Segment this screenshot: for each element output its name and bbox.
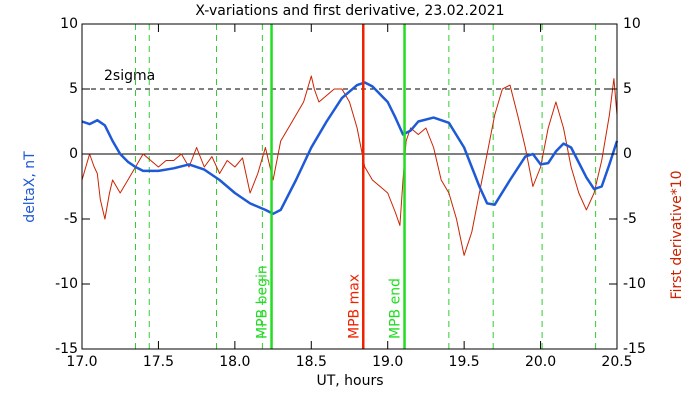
x-tick-label: 20.5	[601, 354, 632, 370]
x-tick-label: 19.5	[449, 354, 480, 370]
y-tick-label: -10	[55, 276, 78, 292]
marker-label: MPB max	[346, 274, 362, 339]
y-tick-label: -5	[64, 211, 78, 227]
x-tick-label: 18.0	[219, 354, 250, 370]
y-tick-label: 10	[60, 16, 78, 32]
y2-tick-label: -10	[623, 276, 646, 292]
y2-tick-label: 0	[623, 146, 632, 162]
y-tick-label: 0	[69, 146, 78, 162]
y2-tick-label: -5	[623, 211, 637, 227]
x-tick-label: 20.0	[525, 354, 556, 370]
x-axis-label: UT, hours	[316, 373, 383, 389]
marker-label: MPB begin	[255, 265, 271, 339]
data-line	[81, 81, 619, 216]
x-tick-label: 17.0	[66, 354, 97, 370]
y-tick-label: 5	[69, 81, 78, 97]
x-tick-label: 19.0	[372, 354, 403, 370]
plot-frame	[81, 23, 618, 350]
x-tick-label: 18.5	[296, 354, 327, 370]
marker-label: MPB end	[388, 278, 404, 339]
y2-tick-label: -15	[623, 341, 646, 357]
data-line	[81, 75, 618, 256]
y-tick-label: -15	[55, 341, 78, 357]
x-tick-label: 17.5	[143, 354, 174, 370]
threshold-label: 2sigma	[104, 68, 155, 84]
y2-tick-label: 10	[623, 16, 641, 32]
y2-tick-label: 5	[623, 81, 632, 97]
chart-title: X-variations and first derivative, 23.02…	[195, 3, 504, 19]
y-axis-label: deltaX, nT	[22, 151, 38, 223]
y2-axis-label: First derivative*10	[669, 170, 685, 299]
